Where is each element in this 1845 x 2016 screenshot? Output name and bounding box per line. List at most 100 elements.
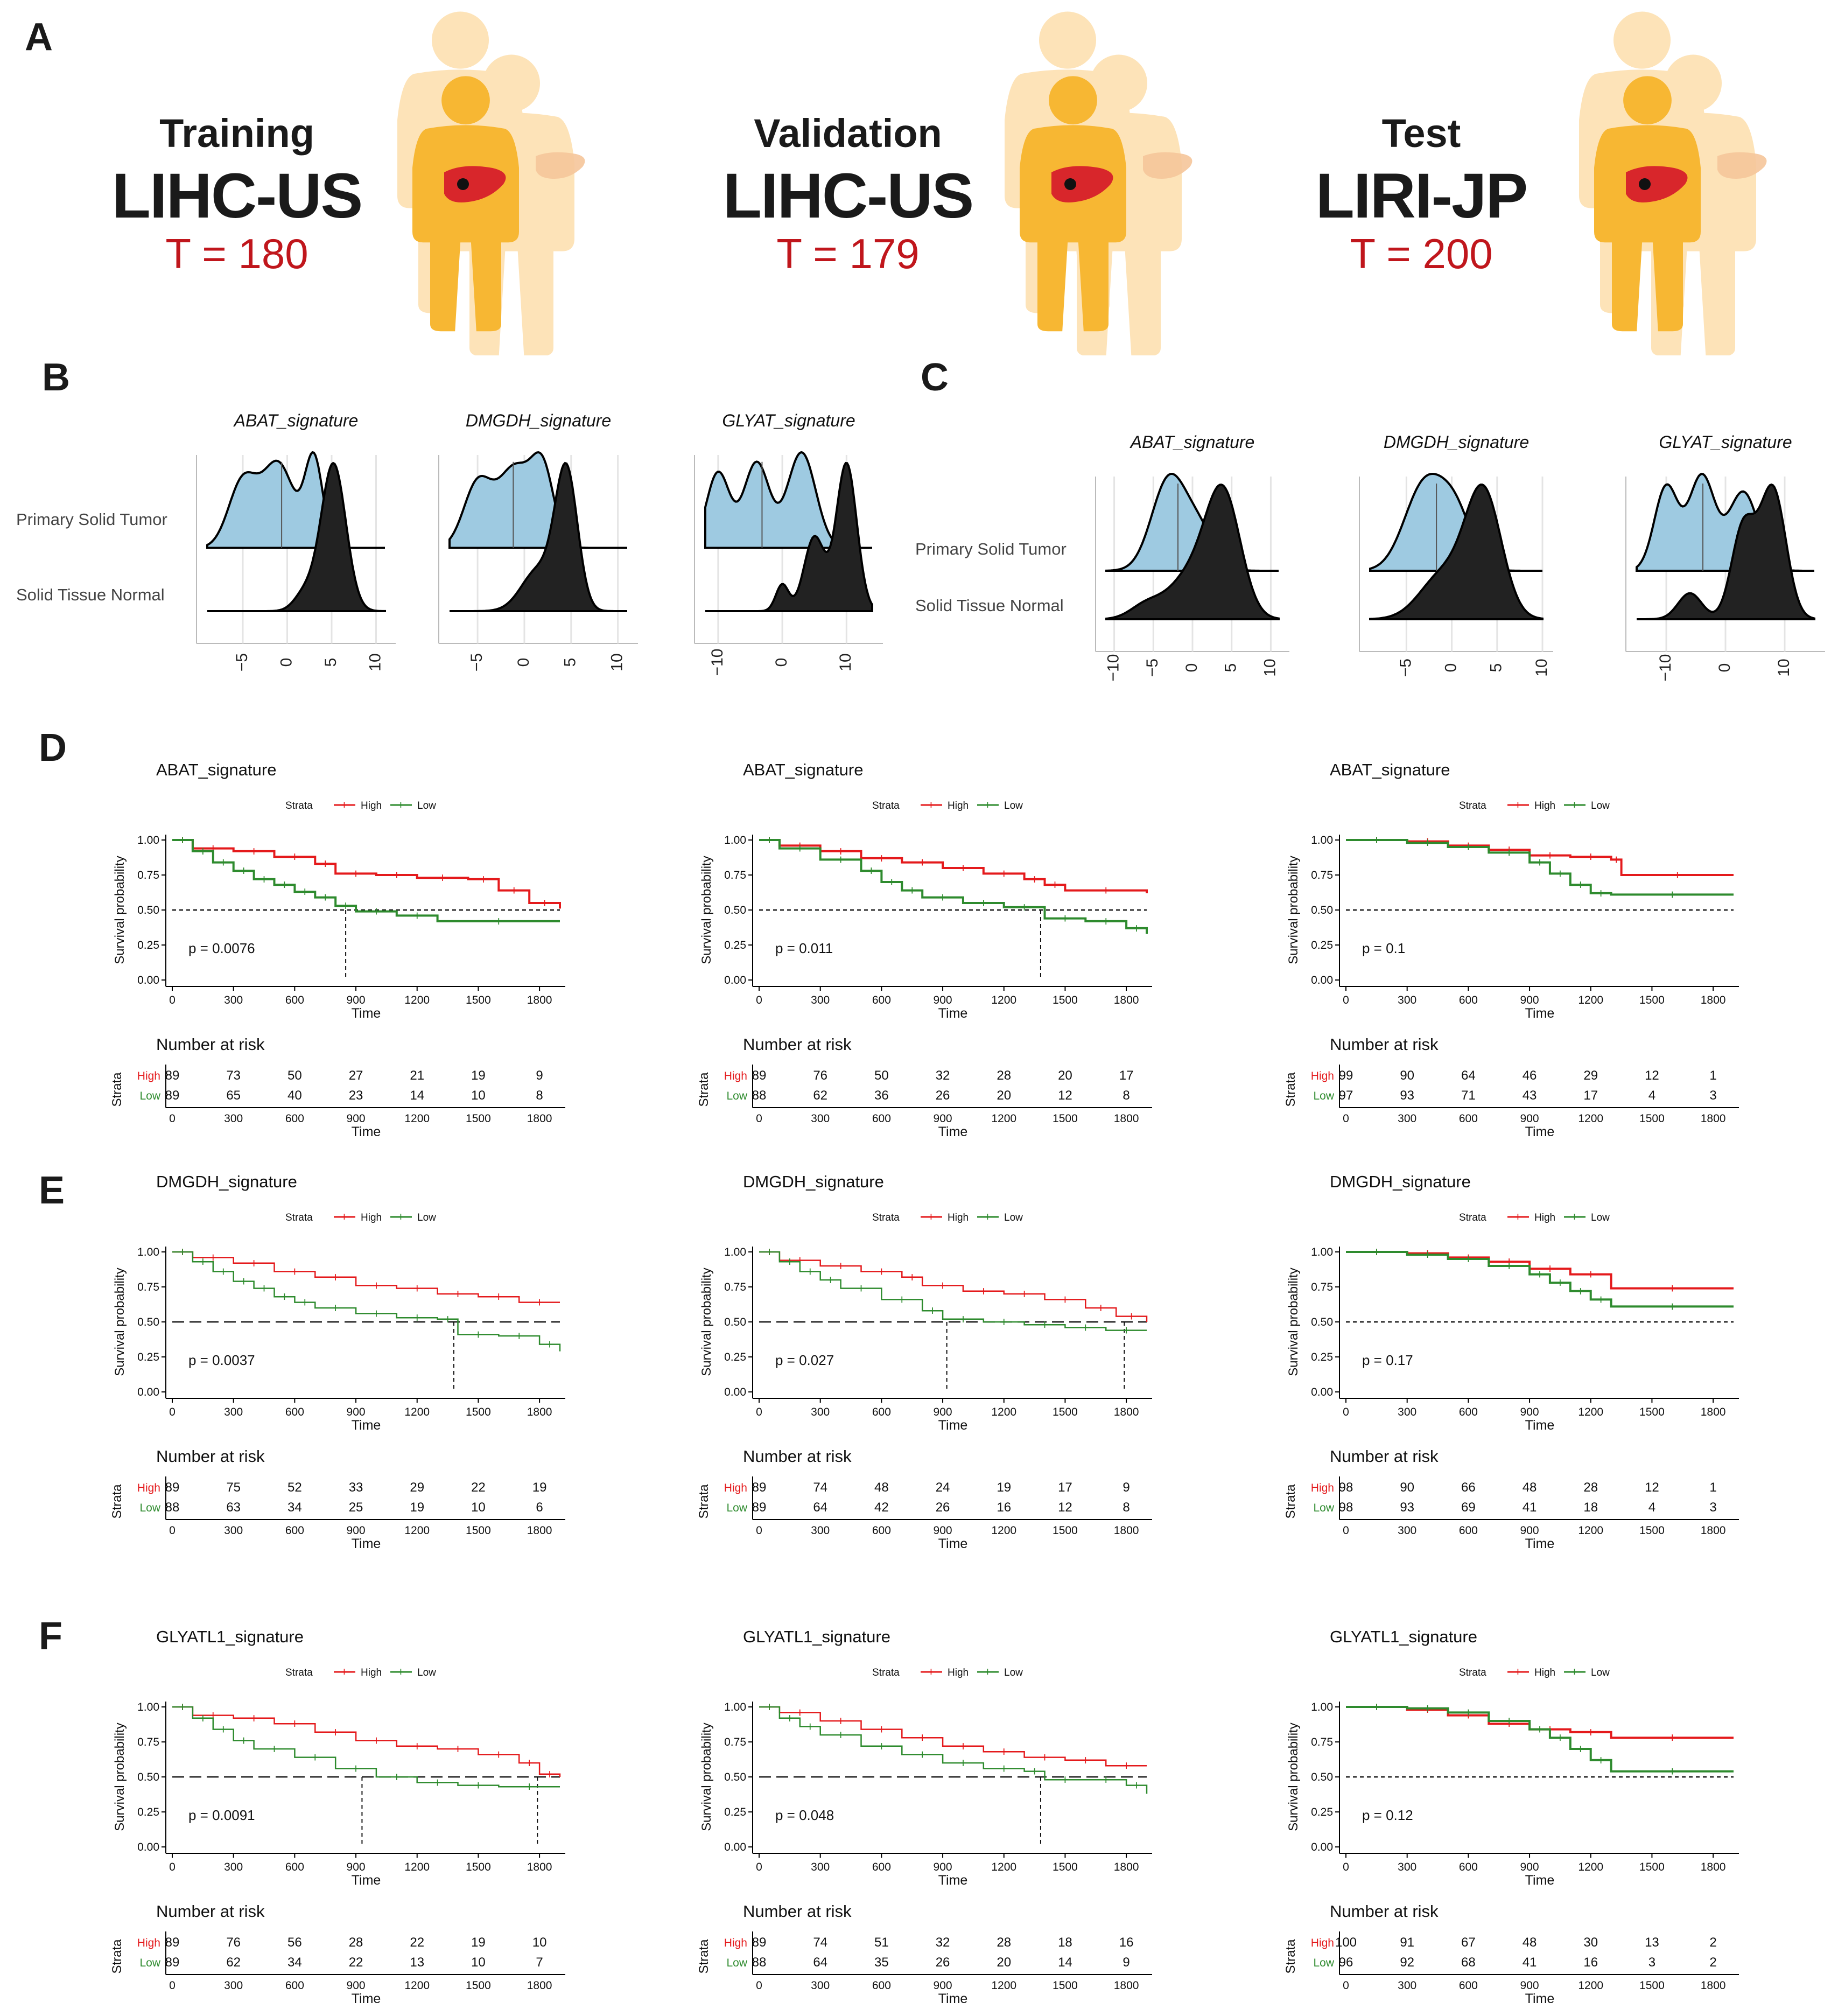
km-x-tick-label: 900 [934,1406,952,1418]
risk-value-high: 89 [752,1068,767,1083]
ridge-density-normal [207,461,386,612]
risk-value-low: 35 [874,1955,889,1970]
km-legend-high-label: High [1534,1667,1555,1678]
head-shape [1039,11,1097,69]
km-censor-mark: + [1424,1702,1432,1716]
km-censor-mark: + [1373,833,1380,848]
km-curve-low [759,1706,1148,1794]
km-legend-high-mark: + [928,1665,935,1678]
km-censor-mark: + [1424,836,1432,850]
km-censor-mark: + [474,1779,482,1793]
cohort-role: Test [1381,111,1461,156]
km-legend-high-label: High [1534,1212,1555,1223]
ridge-plot: GLYAT_signature −10 0 10 [1625,432,1825,681]
km-legend-low-label: Low [1591,1212,1610,1223]
km-censor-mark: + [1031,872,1039,887]
km-x-tick-label: 1800 [1701,1406,1726,1418]
risk-value-low: 23 [349,1088,363,1103]
risk-value-low: 16 [1583,1955,1598,1970]
km-y-tick-label: 1.00 [724,834,746,846]
km-censor-mark: + [867,864,875,878]
risk-value-high: 19 [532,1480,547,1495]
risk-value-high: 50 [874,1068,889,1083]
risk-table-title: Number at risk [156,1902,265,1921]
km-censor-mark: + [837,844,845,859]
panel-letter-c: C [921,356,949,399]
risk-value-high: 74 [813,1935,827,1950]
km-censor-mark: + [261,872,268,887]
km-y-tick-label: 0.25 [724,1806,746,1818]
km-curve-low [1346,1706,1734,1773]
risk-value-low: 43 [1523,1088,1537,1103]
km-y-tick-label: 0.50 [1311,1316,1333,1328]
km-legend-title: Strata [872,800,900,811]
risk-x-tick-label: 1800 [527,1112,552,1125]
km-legend-low-label: Low [417,800,436,811]
km-censor-mark: + [525,1756,533,1770]
risk-x-tick-label: 0 [756,1112,762,1125]
risk-value-low: 2 [1709,1955,1716,1970]
risk-value-high: 19 [471,1935,486,1950]
ridge-tick-label: 10 [366,653,384,671]
km-censor-mark: + [454,1742,462,1756]
risk-table-title: Number at risk [1330,1902,1439,1921]
risk-x-tick-label: 600 [872,1112,891,1125]
risk-value-high: 52 [287,1480,302,1495]
km-censor-mark: + [495,1747,502,1762]
km-censor-mark: + [1556,1731,1564,1745]
km-x-tick-label: 1500 [1639,1406,1665,1418]
km-censor-mark: + [1668,1299,1676,1314]
km-x-tick-label: 1800 [1701,994,1726,1006]
km-censor-mark: + [939,891,946,905]
risk-value-low: 10 [471,1088,486,1103]
km-censor-mark: + [393,1770,401,1784]
km-censor-mark: + [199,1711,207,1726]
km-censor-mark: + [1424,835,1432,849]
risk-row-label-high: High [724,1482,747,1494]
ridge-ylabel-normal: Solid Tissue Normal [915,596,1064,615]
back-liver-icon [1717,152,1767,179]
risk-value-low: 22 [349,1955,363,1970]
risk-x-tick-label: 0 [169,1524,176,1537]
km-x-tick-label: 600 [872,1861,891,1873]
risk-row-label-high: High [724,1070,747,1082]
cohort-name: LIRI-JP [1315,160,1528,232]
km-x-tick-label: 1200 [991,1861,1016,1873]
km-legend-low-mark: + [397,1210,404,1223]
km-censor-mark: + [220,1723,227,1737]
km-y-tick-label: 0.50 [724,904,746,916]
risk-value-high: 28 [997,1068,1011,1083]
km-censor-mark: + [888,875,895,890]
km-legend-low-label: Low [417,1667,436,1678]
km-y-tick-label: 1.00 [724,1701,746,1713]
risk-value-low: 88 [752,1088,767,1103]
risk-row-label-high: High [1311,1482,1334,1494]
km-chart-f2: GLYATL1_signature Strata + High + Low 0.00 0.25… [697,1627,1152,2006]
risk-value-low: 64 [813,1500,827,1515]
km-x-tick-label: 1800 [1114,994,1139,1006]
liver-icon [1626,166,1688,202]
km-legend-low-mark: + [1571,798,1578,811]
km-y-tick-label: 0.50 [724,1316,746,1328]
risk-value-high: 76 [813,1068,827,1083]
risk-value-low: 3 [1648,1955,1655,1970]
back-liver-icon [1143,152,1192,179]
km-censor-mark: + [980,1284,987,1299]
risk-row-label-low: Low [1313,1090,1334,1102]
km-censor-mark: + [959,861,967,876]
km-legend-title: Strata [285,1212,313,1223]
km-x-tick-label: 900 [1520,994,1539,1006]
ridge-plot: ABAT_signature −10 −5 0 5 10 [1095,432,1289,681]
km-title: DMGDH_signature [1330,1172,1471,1191]
km-x-tick-label: 600 [285,1406,304,1418]
risk-row-label-high: High [724,1937,747,1949]
km-censor-mark: + [1082,1753,1089,1768]
km-censor-mark: + [546,1767,553,1782]
km-chart-e3: DMGDH_signature Strata + High + Low 0.00 0.25 0.… [1283,1172,1739,1551]
risk-value-high: 76 [226,1935,241,1950]
km-x-tick-label: 1200 [1578,1861,1603,1873]
km-censor-mark: + [373,1733,380,1748]
km-censor-mark: + [280,878,288,892]
km-censor-mark: + [311,1751,319,1765]
km-censor-mark: + [1031,1765,1039,1779]
